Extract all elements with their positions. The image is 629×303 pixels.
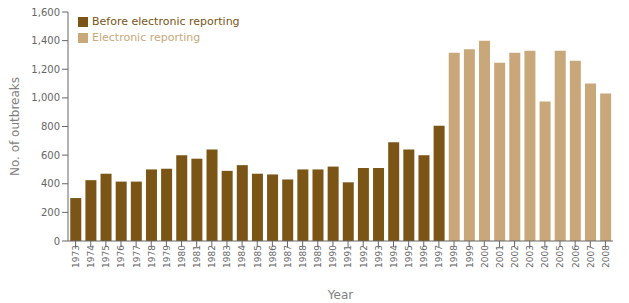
svg-text:2000: 2000 [480, 245, 490, 268]
svg-text:1995: 1995 [404, 245, 414, 268]
svg-text:1,200: 1,200 [31, 64, 60, 75]
svg-text:1997: 1997 [434, 245, 444, 268]
svg-text:200: 200 [41, 207, 60, 218]
html-text:Before electronic reporting: Before electronic reporting [92, 15, 240, 28]
svg-text:1984: 1984 [237, 245, 247, 268]
svg-text:2007: 2007 [586, 245, 596, 268]
svg-text:1990: 1990 [328, 245, 338, 268]
svg-text:1998: 1998 [449, 245, 459, 268]
svg-text:1978: 1978 [147, 245, 157, 268]
svg-text:1976: 1976 [116, 245, 126, 268]
svg-text:1987: 1987 [283, 245, 293, 268]
svg-text:2003: 2003 [525, 245, 535, 268]
svg-text:2001: 2001 [495, 245, 505, 268]
svg-text:1991: 1991 [343, 245, 353, 268]
svg-text:Year: Year [327, 288, 353, 302]
svg-text:2004: 2004 [540, 245, 550, 268]
html-text:Electronic reporting: Electronic reporting [92, 31, 201, 44]
svg-text:2006: 2006 [571, 245, 581, 268]
svg-text:1980: 1980 [177, 245, 187, 268]
svg-text:1975: 1975 [101, 245, 111, 268]
svg-text:No. of outbreaks: No. of outbreaks [8, 77, 22, 176]
svg-text:600: 600 [41, 150, 60, 161]
svg-text:1,400: 1,400 [31, 35, 60, 46]
svg-text:1994: 1994 [389, 245, 399, 268]
svg-text:1999: 1999 [465, 245, 475, 268]
svg-text:1973: 1973 [71, 245, 81, 268]
svg-text:1981: 1981 [192, 245, 202, 268]
svg-text:1982: 1982 [207, 245, 217, 268]
svg-text:1974: 1974 [86, 245, 96, 268]
svg-text:0: 0 [54, 236, 60, 247]
svg-text:1986: 1986 [268, 245, 278, 268]
svg-text:2008: 2008 [601, 245, 611, 268]
svg-text:1979: 1979 [162, 245, 172, 268]
svg-text:1996: 1996 [419, 245, 429, 268]
svg-text:1977: 1977 [132, 245, 142, 268]
svg-text:1,600: 1,600 [31, 7, 60, 18]
svg-text:1,000: 1,000 [31, 92, 60, 103]
svg-text:1985: 1985 [253, 245, 263, 268]
svg-text:1992: 1992 [359, 245, 369, 268]
svg-text:1983: 1983 [222, 245, 232, 268]
svg-text:1993: 1993 [374, 245, 384, 268]
svg-text:2002: 2002 [510, 245, 520, 268]
svg-text:400: 400 [41, 178, 60, 189]
svg-text:800: 800 [41, 121, 60, 132]
svg-text:1988: 1988 [298, 245, 308, 268]
svg-text:1989: 1989 [313, 245, 323, 268]
svg-text:2005: 2005 [555, 245, 565, 268]
